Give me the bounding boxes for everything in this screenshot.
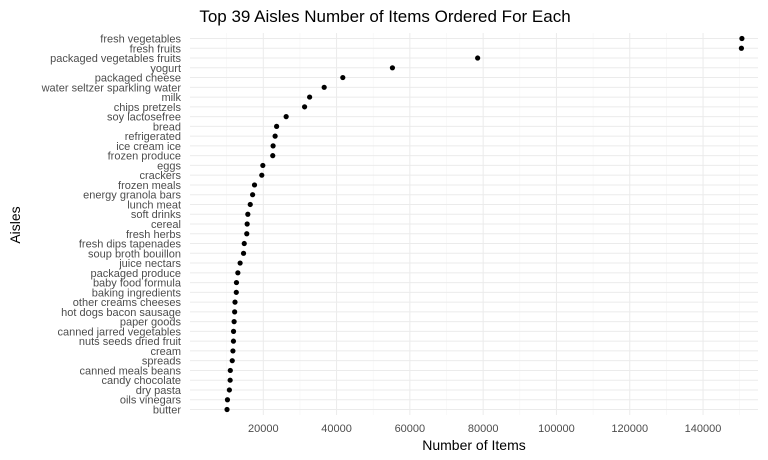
data-point xyxy=(237,260,243,266)
data-point xyxy=(227,367,233,374)
y-tick-label: cereal xyxy=(151,219,181,231)
data-points xyxy=(224,35,745,413)
y-tick-label: fresh dips tapenades xyxy=(79,239,182,251)
y-tick-label: juice nectars xyxy=(118,258,181,270)
x-tick-label: 120000 xyxy=(611,423,648,435)
y-tick-label: fresh vegetables xyxy=(100,34,181,46)
data-point xyxy=(307,94,313,100)
data-point xyxy=(251,182,258,188)
y-tick-label: refrigerated xyxy=(125,131,181,143)
x-tick-label: 100000 xyxy=(538,423,575,435)
x-tick-label: 40000 xyxy=(321,423,352,435)
data-point xyxy=(244,231,250,237)
y-tick-label: baby food formula xyxy=(93,278,182,290)
data-point xyxy=(245,211,251,217)
x-tick-label: 20000 xyxy=(248,423,279,435)
data-point xyxy=(232,299,238,305)
data-point xyxy=(274,123,280,129)
y-tick-label: packaged cheese xyxy=(95,73,181,85)
y-tick-label: dry pasta xyxy=(136,385,182,397)
y-tick-label: soup broth bouillon xyxy=(88,248,181,260)
y-axis-title: Aisles xyxy=(7,206,23,243)
data-point xyxy=(229,358,235,364)
y-tick-label: paper goods xyxy=(120,317,182,329)
data-point xyxy=(233,289,239,295)
data-point xyxy=(224,397,231,403)
y-tick-label: energy granola bars xyxy=(83,190,181,202)
data-point xyxy=(247,201,253,208)
data-point xyxy=(227,377,233,383)
data-point xyxy=(224,406,230,413)
y-tick-label: spreads xyxy=(142,356,182,368)
data-point xyxy=(233,279,240,286)
y-tick-label: frozen produce xyxy=(108,151,181,163)
y-tick-label: soy lactosefree xyxy=(107,112,181,124)
y-tick-label: frozen meals xyxy=(118,180,181,192)
data-point xyxy=(241,240,247,247)
data-point xyxy=(321,84,327,90)
y-tick-label: crackers xyxy=(139,170,181,182)
data-point xyxy=(259,172,265,178)
data-point xyxy=(739,35,745,42)
y-tick-label: fresh herbs xyxy=(126,229,182,241)
data-point xyxy=(244,221,250,227)
data-point xyxy=(270,153,276,159)
x-tick-label: 80000 xyxy=(468,423,499,435)
y-tick-label: other creams cheeses xyxy=(73,297,182,309)
plot-panel xyxy=(190,33,758,415)
data-point xyxy=(230,348,236,354)
y-tick-label: fresh fruits xyxy=(130,43,182,55)
y-tick-label: cream xyxy=(150,346,181,358)
y-tick-label: oils vinegars xyxy=(120,395,182,407)
data-point xyxy=(230,338,237,344)
y-tick-label: baking ingredients xyxy=(92,287,182,299)
data-point xyxy=(340,74,346,81)
data-point xyxy=(272,133,278,139)
y-tick-label: yogurt xyxy=(150,63,181,75)
data-point xyxy=(226,387,232,393)
y-tick-label: ice cream ice xyxy=(116,141,181,153)
x-axis-title: Number of Items xyxy=(422,437,525,453)
y-tick-label: lunch meat xyxy=(127,199,181,211)
data-point xyxy=(270,143,276,149)
data-point xyxy=(250,192,256,198)
data-point xyxy=(235,270,241,276)
data-point xyxy=(389,65,396,71)
y-tick-label: canned jarred vegetables xyxy=(57,326,181,338)
data-point xyxy=(283,114,289,120)
y-tick-label: chips pretzels xyxy=(114,102,182,114)
x-tick-label: 140000 xyxy=(685,423,722,435)
y-tick-label: canned meals beans xyxy=(79,365,181,377)
data-point xyxy=(240,250,247,256)
data-point xyxy=(738,45,745,51)
y-tick-label: bread xyxy=(153,121,181,133)
x-axis-tick-labels: 20000 40000 60000 80000 100000 120000 140000 xyxy=(248,423,721,435)
data-point xyxy=(231,319,237,325)
y-tick-label: nuts seeds dried fruit xyxy=(79,336,181,348)
y-tick-label: packaged produce xyxy=(90,268,181,280)
chart-title: Top 39 Aisles Number of Items Ordered Fo… xyxy=(199,7,570,26)
y-tick-label: soft drinks xyxy=(131,209,182,221)
x-tick-label: 60000 xyxy=(395,423,426,435)
y-tick-label: water seltzer sparkling water xyxy=(41,82,182,94)
data-point xyxy=(301,104,308,110)
data-point xyxy=(230,328,237,334)
y-tick-label: butter xyxy=(153,405,181,417)
data-point xyxy=(475,55,481,61)
data-point xyxy=(260,162,266,169)
y-tick-label: hot dogs bacon sausage xyxy=(61,307,181,319)
y-tick-label: eggs xyxy=(157,160,181,172)
data-point xyxy=(232,309,238,315)
y-tick-label: milk xyxy=(161,92,181,104)
y-tick-label: candy chocolate xyxy=(102,375,182,387)
y-tick-label: packaged vegetables fruits xyxy=(50,53,181,65)
